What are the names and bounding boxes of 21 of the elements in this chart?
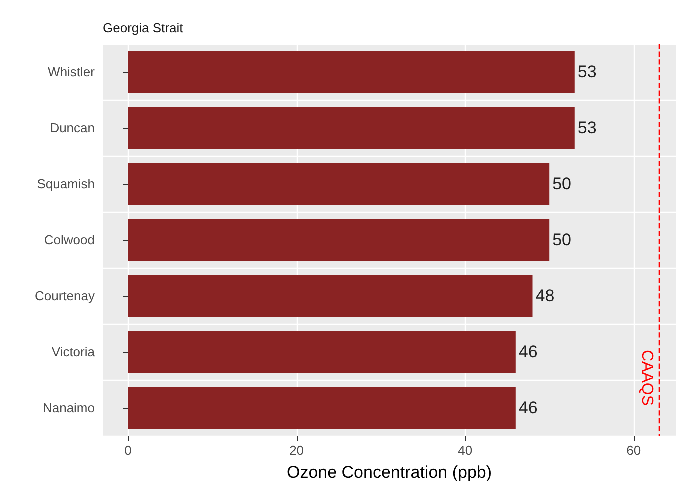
y-tick-label: Whistler: [48, 64, 96, 80]
data-label: 53: [578, 62, 597, 82]
x-tick-label: 20: [290, 443, 304, 458]
chart-title: Georgia Strait: [103, 20, 184, 36]
y-tick-label: Squamish: [37, 176, 95, 192]
x-tick-label: 40: [458, 443, 473, 458]
data-label: 50: [552, 174, 572, 194]
y-tick-label: Nanaimo: [42, 400, 95, 416]
ref-line-label: CAAQS: [638, 350, 656, 406]
x-axis-title: Ozone Concentration (ppb): [286, 463, 492, 482]
data-label: 46: [518, 342, 538, 362]
data-label: 53: [578, 118, 597, 138]
y-tick-label: Duncan: [50, 120, 95, 136]
x-tick-label: 0: [124, 443, 132, 458]
y-tick-label: Courtenay: [35, 288, 96, 304]
data-label: 48: [536, 286, 555, 306]
data-label: 50: [552, 230, 572, 250]
x-tick-label: 60: [626, 443, 642, 458]
data-label: 46: [518, 398, 538, 418]
y-tick-label: Victoria: [52, 344, 96, 360]
y-tick-label: Colwood: [44, 232, 95, 248]
